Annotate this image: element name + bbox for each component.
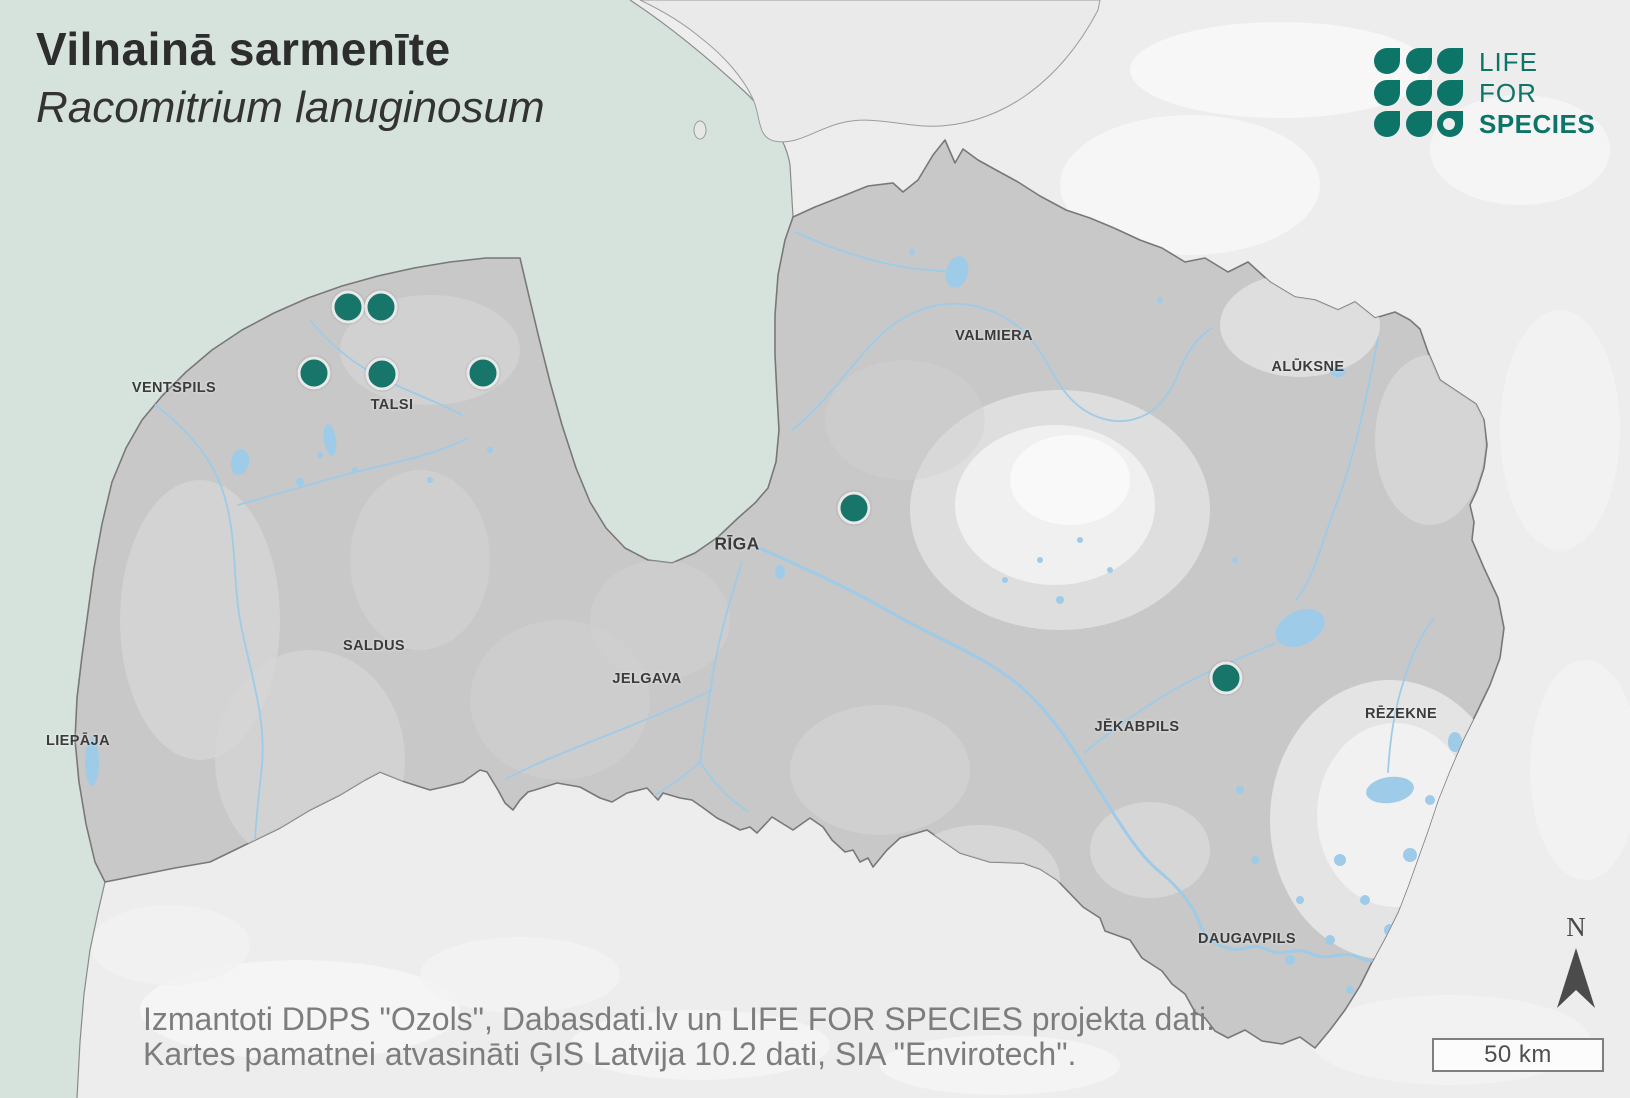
scale-bar: 50 km	[1432, 1038, 1604, 1072]
data-credits: Izmantoti DDPS "Ozols", Dabasdati.lv un …	[143, 1002, 1215, 1072]
estonian-islands	[639, 0, 1101, 143]
credits-line-2: Kartes pamatnei atvasināti ĢIS Latvija 1…	[143, 1036, 1077, 1072]
north-arrow-icon	[1557, 948, 1595, 1008]
north-label: N	[1566, 912, 1586, 942]
estonia-coastline	[629, 0, 794, 218]
neighbor-terrain	[90, 22, 1630, 1095]
species-common-name: Vilnainā sarmenīte	[36, 23, 451, 75]
north-indicator: N	[1538, 912, 1614, 1008]
lithuania-coastline	[76, 881, 106, 1098]
lakes	[85, 249, 1504, 994]
credits-line-1: Izmantoti DDPS "Ozols", Dabasdati.lv un …	[143, 1001, 1216, 1037]
map-title: Vilnainā sarmenīte Racomitrium lanuginos…	[36, 26, 545, 130]
baltic-sea	[0, 0, 793, 1098]
species-scientific-name: Racomitrium lanuginosum	[36, 83, 545, 132]
scale-bar-label: 50 km	[1484, 1041, 1552, 1068]
